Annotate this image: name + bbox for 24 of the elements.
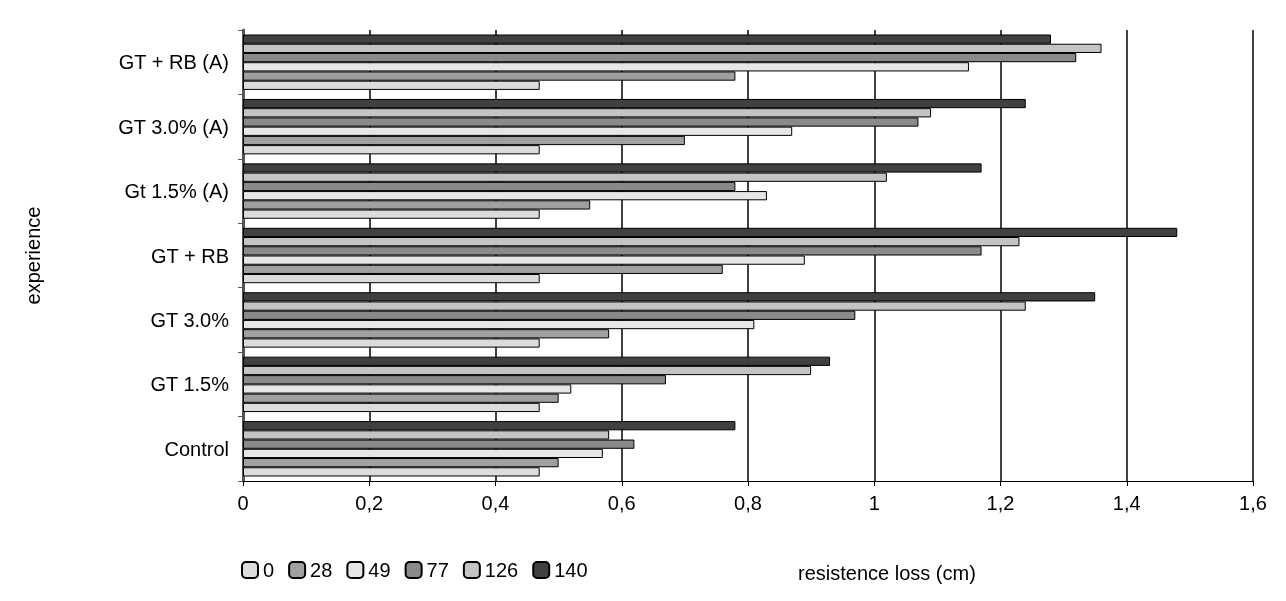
y-tick-label: GT 3.0% (A) <box>118 115 229 138</box>
x-tick-label: 0,2 <box>355 492 384 514</box>
legend-label: 49 <box>368 559 391 581</box>
x-tick-label: 1 <box>868 492 880 514</box>
y-tick-label: Gt 1.5% (A) <box>124 180 229 203</box>
y-tick-label: Control <box>164 437 229 460</box>
x-tick-label: 1,2 <box>986 492 1015 514</box>
x-tick-label: 0,4 <box>481 492 510 514</box>
legend-label: 140 <box>554 559 588 581</box>
legend-label: 126 <box>484 559 519 581</box>
y-tick-label: GT 3.0% <box>150 308 230 331</box>
y-tick-label: GT + RB (A) <box>118 51 229 74</box>
x-tick-label: 0 <box>237 492 249 514</box>
y-axis-title: experience <box>22 206 44 305</box>
x-tick-label: 0,6 <box>607 492 636 514</box>
x-tick-label: 1,4 <box>1112 492 1141 514</box>
legend-label: 28 <box>310 559 333 581</box>
legend-label: 0 <box>263 559 275 581</box>
y-tick-label: GT 1.5% <box>150 373 230 396</box>
x-tick-label: 0,8 <box>734 492 762 514</box>
x-axis-title: resistence loss (cm) <box>798 562 976 584</box>
x-tick-label: 1,6 <box>1239 492 1267 514</box>
legend-label: 77 <box>426 559 449 581</box>
y-tick-label: GT + RB <box>151 244 229 267</box>
